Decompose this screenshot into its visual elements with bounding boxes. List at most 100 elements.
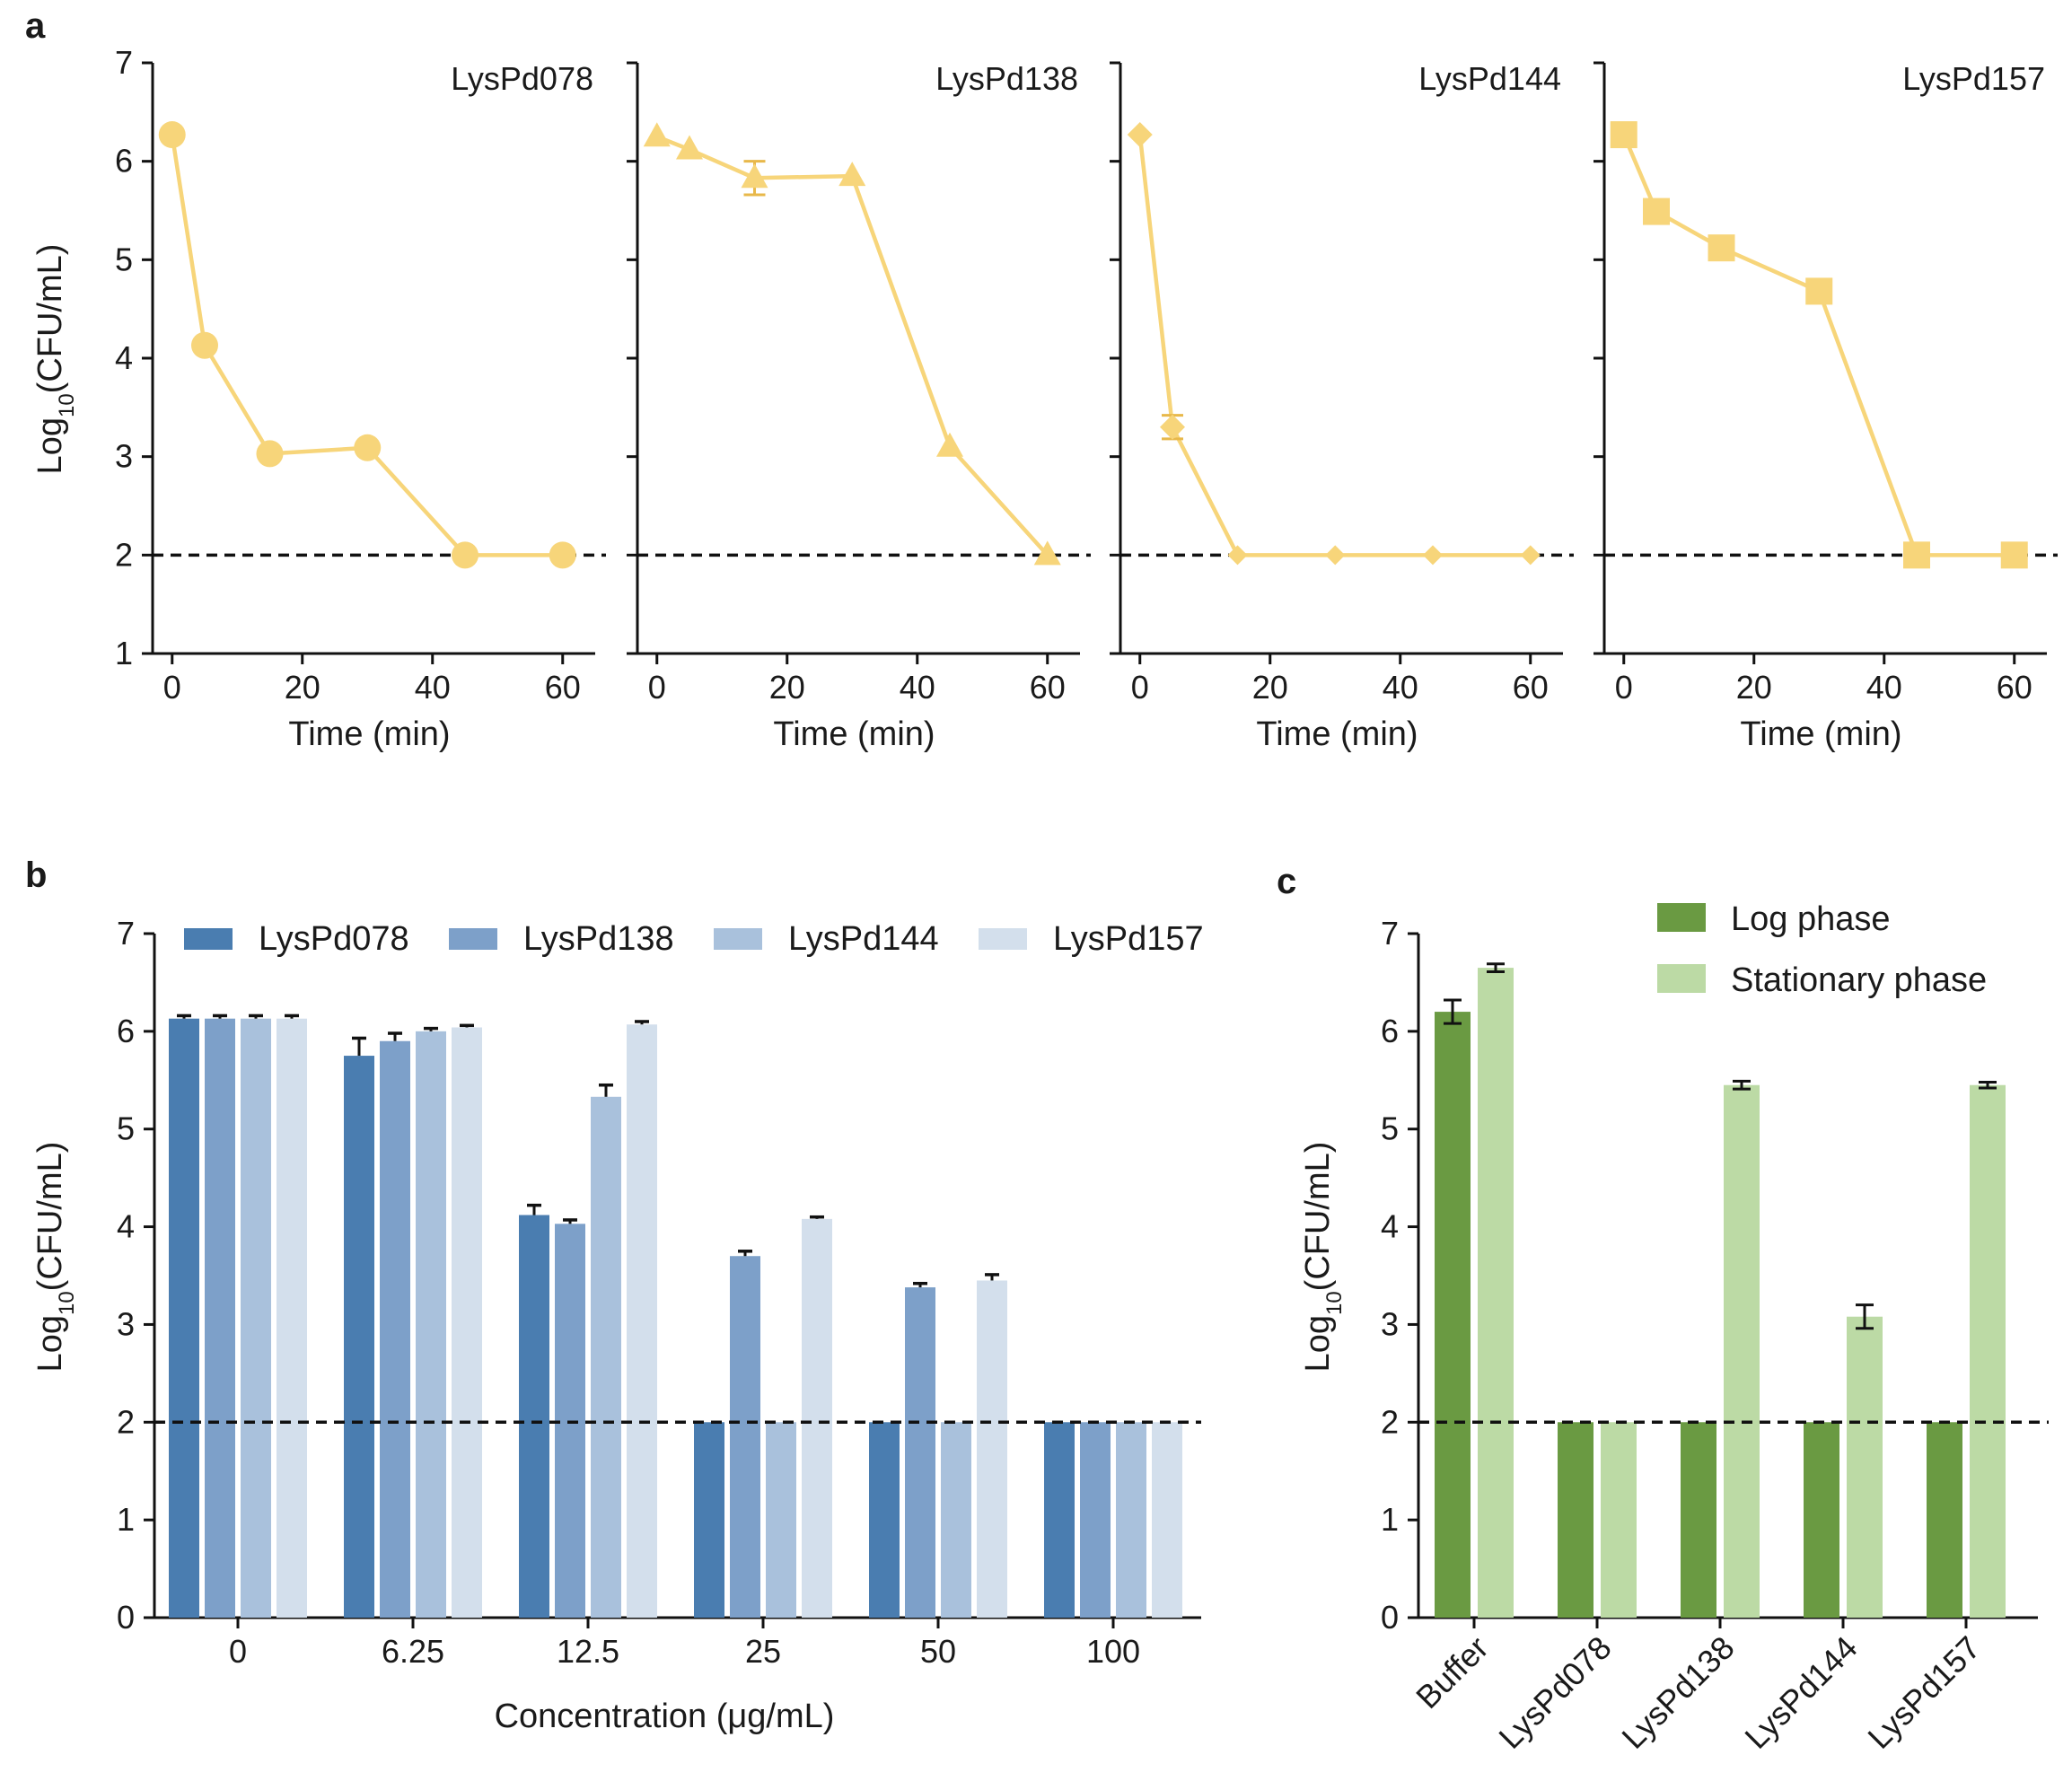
legend-label: Stationary phase	[1731, 961, 1987, 999]
x-tick-label: 40	[1383, 669, 1418, 706]
bar-lyspd144	[1116, 1422, 1146, 1618]
y-tick-label: 2	[117, 1403, 135, 1440]
y-axis-title-base: Log	[31, 1315, 69, 1372]
data-point	[256, 440, 284, 468]
bar-lyspd157	[627, 1024, 657, 1618]
data-point	[1520, 545, 1541, 566]
x-axis-title: Time (min)	[288, 715, 450, 753]
bar-log-phase	[1927, 1422, 1962, 1618]
x-tick-label: 60	[1513, 669, 1549, 706]
y-tick-label: 3	[117, 1305, 135, 1342]
y-tick-label: 3	[1381, 1305, 1399, 1342]
bar-stationary-phase	[1847, 1316, 1883, 1618]
y-tick-label: 5	[115, 241, 133, 277]
y-axis-title-subscript: 10	[1322, 1291, 1347, 1315]
x-axis-title: Time (min)	[773, 715, 935, 753]
y-tick-label: 6	[117, 1013, 135, 1049]
x-tick-label: 40	[415, 669, 451, 706]
bar-lyspd157	[452, 1027, 482, 1618]
data-point	[1227, 545, 1248, 566]
y-tick-label: 2	[1381, 1403, 1399, 1440]
bar-lyspd144	[416, 1031, 446, 1618]
bar-lyspd078	[169, 1018, 199, 1618]
bar-lyspd144	[591, 1096, 621, 1618]
bar-lyspd078	[519, 1215, 549, 1618]
y-tick-label: 1	[1381, 1501, 1399, 1538]
data-point	[1610, 121, 1637, 149]
y-tick-label: 6	[1381, 1013, 1399, 1049]
data-point	[158, 121, 186, 149]
legend-label: LysPd144	[788, 920, 939, 958]
bar-lyspd078	[344, 1056, 374, 1618]
data-point	[643, 122, 671, 147]
data-point	[741, 163, 768, 189]
y-tick-label: 5	[1381, 1110, 1399, 1147]
x-axis-title: Concentration (μg/mL)	[495, 1698, 835, 1735]
bar-log-phase	[1558, 1422, 1594, 1618]
x-tick-label: 0	[163, 669, 181, 706]
bar-log-phase	[1435, 1012, 1471, 1618]
subplot-title: LysPd078	[451, 60, 593, 97]
data-point	[191, 331, 218, 359]
data-point	[1643, 197, 1670, 225]
data-point	[1127, 122, 1153, 148]
data-point	[1805, 277, 1833, 305]
y-axis-title-rest: (CFU/mL)	[31, 244, 69, 394]
x-tick-label: 60	[1030, 669, 1066, 706]
x-tick-label: 0	[229, 1633, 247, 1670]
bar-lyspd078	[869, 1422, 900, 1618]
subplot-lyspd078: 1 2 3 4 5 6 7 0 20 40 60 Time (min) LysPd078	[115, 44, 606, 753]
y-axis-title-base: Log	[1299, 1315, 1337, 1372]
x-tick-label: 20	[1736, 669, 1772, 706]
subplot-lyspd144: 0 20 40 60 Time (min) LysPd144	[1110, 60, 1574, 753]
x-tick-label: 40	[900, 669, 935, 706]
y-tick-label: 4	[1381, 1208, 1399, 1245]
x-tick-label: 12.5	[557, 1633, 619, 1670]
y-axis-title-subscript: 10	[55, 1291, 79, 1315]
data-point	[676, 135, 703, 160]
legend-label: LysPd138	[523, 920, 674, 958]
y-axis-title-subscript: 10	[55, 393, 79, 417]
y-axis-title-rest: (CFU/mL)	[1299, 1142, 1337, 1292]
data-point	[838, 162, 866, 187]
bar-lyspd078	[694, 1422, 724, 1618]
bar-lyspd138	[380, 1040, 410, 1618]
data-point	[1708, 234, 1735, 262]
y-tick-label: 5	[117, 1110, 135, 1147]
bar-stationary-phase	[1601, 1422, 1637, 1618]
x-tick-label: 0	[648, 669, 666, 706]
legend-swatch-log-phase	[1657, 903, 1706, 932]
x-axis-title: Time (min)	[1740, 715, 1901, 753]
data-point	[1325, 545, 1346, 566]
bar-lyspd144	[241, 1018, 271, 1618]
bar-stationary-phase	[1724, 1084, 1760, 1618]
legend-swatch-lyspd078	[184, 928, 233, 950]
bar-lyspd144	[941, 1422, 971, 1618]
x-tick-label: 100	[1086, 1633, 1140, 1670]
legend-swatch-stationary-phase	[1657, 964, 1706, 993]
y-axis-title-base: Log	[31, 417, 69, 474]
legend-swatch-lyspd144	[714, 928, 762, 950]
y-tick-label: 2	[115, 536, 133, 573]
y-tick-label: 4	[115, 339, 133, 376]
x-tick-label: 40	[1866, 669, 1902, 706]
bar-lyspd144	[766, 1422, 796, 1618]
legend-label: LysPd078	[259, 920, 409, 958]
data-point	[452, 541, 478, 569]
subplot-lyspd138: 0 20 40 60 Time (min) LysPd138	[627, 60, 1091, 753]
panel-letter-b: b	[25, 856, 47, 895]
y-tick-label: 3	[115, 438, 133, 475]
y-axis-title: Log10(CFU/mL)	[1299, 1142, 1347, 1373]
data-point	[1033, 540, 1061, 566]
bar-log-phase	[1804, 1422, 1839, 1618]
y-tick-label: 7	[117, 915, 135, 952]
y-tick-label: 0	[117, 1599, 135, 1636]
y-axis-title: Log10(CFU/mL)	[31, 1142, 79, 1373]
panel-a-time-kill-curves: 1 2 3 4 5 6 7 0 20 40 60 Time (min) LysPd078 0 20 40 60 T…	[31, 44, 2058, 753]
x-tick-label: 60	[545, 669, 581, 706]
y-tick-label: 1	[117, 1501, 135, 1538]
panel-letter-c: c	[1277, 862, 1296, 901]
bar-lyspd157	[802, 1218, 832, 1618]
